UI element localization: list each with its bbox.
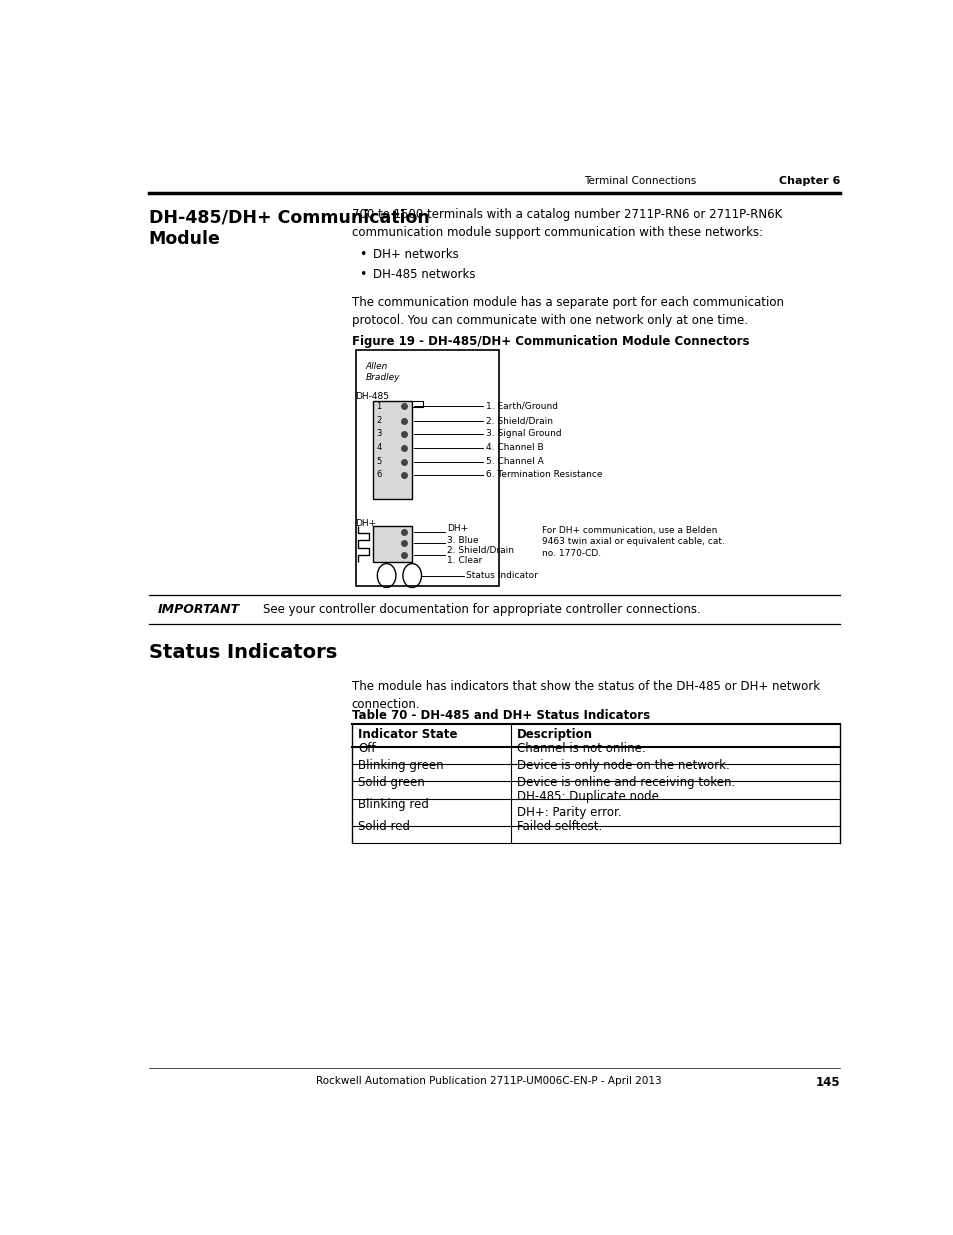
Text: Description: Description [517,727,592,741]
Text: 700 to 1500 terminals with a catalog number 2711P-RN6 or 2711P-RN6K
communicatio: 700 to 1500 terminals with a catalog num… [352,209,781,240]
Text: DH-485: DH-485 [355,391,389,400]
Text: 1. Clear: 1. Clear [447,556,482,564]
Text: 3. Blue: 3. Blue [447,536,478,545]
Text: Table 70 - DH-485 and DH+ Status Indicators: Table 70 - DH-485 and DH+ Status Indicat… [352,709,649,721]
Text: 1. Earth/Ground: 1. Earth/Ground [485,401,558,411]
Text: 2. Shield/Drain: 2. Shield/Drain [485,416,552,425]
Text: Device is only node on the network.: Device is only node on the network. [517,758,729,772]
Text: 1: 1 [376,401,381,411]
Text: Off: Off [357,742,375,755]
Text: Figure 19 - DH-485/DH+ Communication Module Connectors: Figure 19 - DH-485/DH+ Communication Mod… [352,335,748,347]
Bar [373,526,412,562]
Text: Allen
Bradley: Allen Bradley [365,362,399,383]
Text: 4. Channel B: 4. Channel B [485,443,543,452]
Text: Indicator State: Indicator State [357,727,457,741]
Text: The module has indicators that show the status of the DH-485 or DH+ network
conn: The module has indicators that show the … [352,679,819,710]
Text: Solid red: Solid red [357,820,410,834]
Text: Rockwell Automation Publication 2711P-UM006C-EN-P - April 2013: Rockwell Automation Publication 2711P-UM… [315,1076,661,1086]
Text: See your controller documentation for appropriate controller connections.: See your controller documentation for ap… [262,603,700,616]
Text: IMPORTANT: IMPORTANT [158,603,240,616]
Text: 5: 5 [376,457,381,466]
Text: 2: 2 [376,416,381,425]
Text: DH-485 networks: DH-485 networks [373,268,476,280]
Text: Status Indicators: Status Indicators [149,643,336,662]
Text: 6. Termination Resistance: 6. Termination Resistance [485,471,601,479]
Text: Blinking green: Blinking green [357,758,443,772]
Text: For DH+ communication, use a Belden
9463 twin axial or equivalent cable, cat.
no: For DH+ communication, use a Belden 9463… [541,526,723,558]
Text: Blinking red: Blinking red [357,798,429,811]
Text: Chapter 6: Chapter 6 [778,175,840,185]
Text: Failed selftest.: Failed selftest. [517,820,601,834]
Text: DH-485/DH+ Communication
Module: DH-485/DH+ Communication Module [149,209,429,248]
Bar [412,401,422,406]
Text: Device is online and receiving token.: Device is online and receiving token. [517,776,735,789]
Text: DH+: DH+ [355,520,376,529]
Text: DH+: DH+ [447,524,468,534]
Text: 2. Shield/Drain: 2. Shield/Drain [447,546,514,555]
Text: •: • [359,248,367,262]
Text: DH+ networks: DH+ networks [373,248,458,262]
Text: Status Indicator: Status Indicator [466,571,537,580]
Text: 145: 145 [815,1076,840,1089]
Text: 4: 4 [376,443,381,452]
Text: •: • [359,268,367,280]
Text: 5. Channel A: 5. Channel A [485,457,543,466]
Text: DH-485: Duplicate node.
DH+: Parity error.: DH-485: Duplicate node. DH+: Parity erro… [517,790,661,819]
Text: Terminal Connections: Terminal Connections [583,175,696,185]
Bar [373,401,412,499]
Text: 3: 3 [376,430,381,438]
Text: 6: 6 [376,471,381,479]
Text: Solid green: Solid green [357,776,424,789]
Text: The communication module has a separate port for each communication
protocol. Yo: The communication module has a separate … [352,296,783,327]
Bar [355,350,498,585]
Text: 3. Signal Ground: 3. Signal Ground [485,430,561,438]
Text: Channel is not online.: Channel is not online. [517,742,645,755]
